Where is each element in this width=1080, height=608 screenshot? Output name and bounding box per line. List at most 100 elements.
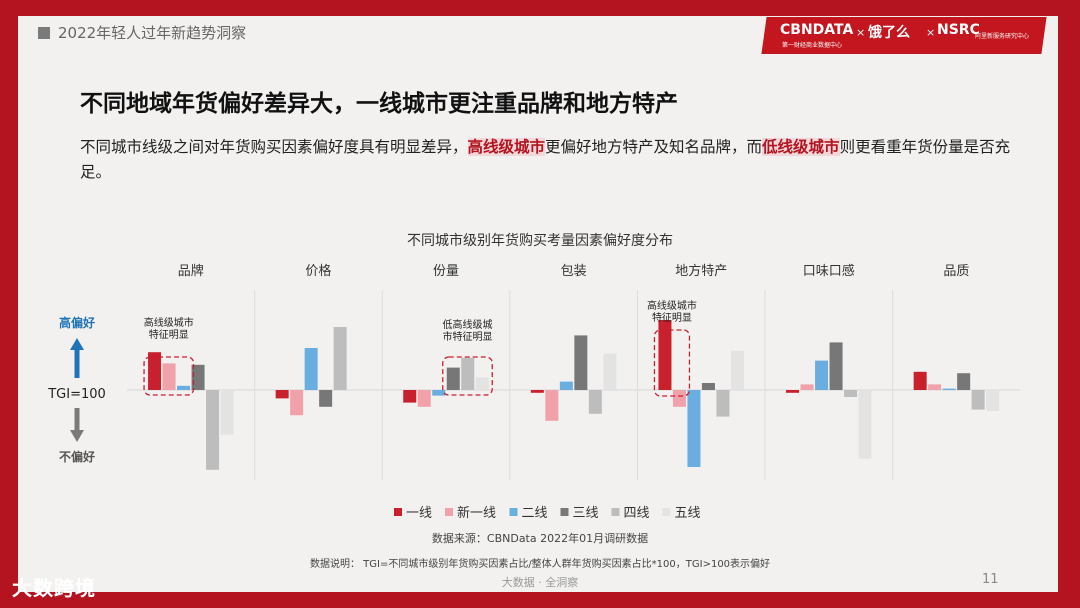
bar-新一线 — [290, 390, 304, 416]
legend-label: 一线 — [406, 506, 432, 521]
bar-新一线 — [672, 390, 686, 407]
bar-二线 — [432, 390, 446, 396]
bar-新一线 — [162, 363, 176, 390]
bar-三线 — [829, 342, 843, 390]
annotation-text: 特征明显 — [149, 329, 189, 341]
bar-一线 — [786, 390, 800, 393]
brand-separator-2: × — [926, 26, 936, 39]
bar-四线 — [206, 390, 220, 470]
bar-一线 — [403, 390, 417, 403]
bar-新一线 — [800, 384, 814, 390]
bar-一线 — [658, 320, 672, 390]
bar-四线 — [333, 327, 347, 390]
cbndata-logo: CBNDATA — [780, 22, 854, 38]
cbndata-logo-sub: 第一财经商业数据中心 — [782, 42, 843, 49]
bar-三线 — [319, 390, 333, 407]
bar-四线 — [844, 390, 858, 397]
bar-五线 — [858, 390, 872, 459]
nsrc-logo-sub: 阿里新服务研究中心 — [975, 33, 1030, 40]
page-title: 不同地域年货偏好差异大，一线城市更注重品牌和地方特产 — [80, 91, 678, 117]
bar-一线 — [148, 352, 162, 390]
up-arrow-shaft — [74, 350, 80, 378]
category-label: 地方特产 — [675, 263, 727, 279]
category-label: 份量 — [433, 264, 459, 279]
down-arrow-icon — [70, 430, 84, 442]
annotation-text: 特征明显 — [652, 312, 692, 324]
bar-五线 — [603, 353, 617, 390]
legend-swatch — [445, 508, 453, 516]
bar-一线 — [530, 390, 544, 393]
bar-五线 — [475, 377, 489, 390]
bar-三线 — [957, 373, 971, 390]
highlight-high-tier: 高线级城市 — [467, 138, 546, 156]
annotation-text: 高线级城市 — [144, 316, 194, 329]
lead-paragraph: 不同城市线级之间对年货购买因素偏好度具有明显差异，高线级城市更偏好地方特产及知名… — [80, 135, 1020, 185]
footer-tagline: 大数据 · 全洞察 — [501, 576, 579, 589]
bar-五线 — [348, 390, 362, 391]
chart-title: 不同城市级别年货购买考量因素偏好度分布 — [407, 233, 673, 249]
bar-二线 — [815, 360, 829, 390]
bar-二线 — [177, 385, 191, 390]
legend-swatch — [662, 508, 671, 516]
lead-text-2: 更偏好地方特产及知名品牌，而 — [545, 138, 763, 156]
bar-新一线 — [417, 390, 431, 407]
watermark: 大数跨境 — [12, 576, 96, 600]
page-number: 11 — [982, 572, 999, 587]
bar-三线 — [191, 364, 205, 390]
annotation-box — [653, 329, 691, 397]
bar-四线 — [461, 357, 475, 390]
up-arrow-icon — [70, 338, 84, 350]
bar-五线 — [986, 390, 1000, 411]
legend-label: 二线 — [522, 506, 548, 521]
data-explanation: 数据说明： TGI=不同城市级别年货购买因素占比/整体人群年货购买因素占比*10… — [309, 559, 771, 570]
bar-三线 — [446, 367, 460, 390]
annotation-box — [442, 356, 493, 396]
bar-二线 — [559, 381, 573, 390]
bar-四线 — [588, 390, 602, 414]
highlight-low-tier: 低线级城市 — [762, 138, 840, 156]
legend-swatch — [394, 508, 402, 516]
legend-label: 四线 — [624, 506, 650, 521]
down-arrow-shaft — [74, 408, 80, 430]
annotation-text: 高线级城市 — [647, 299, 697, 312]
bar-三线 — [574, 335, 588, 390]
legend-label: 新一线 — [457, 505, 496, 521]
data-source: 数据来源：CBNData 2022年01月调研数据 — [431, 532, 649, 545]
bar-四线 — [716, 390, 730, 417]
bar-二线 — [942, 388, 956, 390]
baseline-label: TGI=100 — [47, 387, 106, 402]
low-preference-label: 不偏好 — [59, 449, 95, 464]
eleme-logo: 饿了么 — [868, 25, 910, 41]
category-label: 价格 — [305, 263, 331, 279]
bar-一线 — [913, 371, 927, 390]
bar-四线 — [971, 390, 985, 410]
nsrc-logo: NSRC — [937, 22, 980, 38]
legend-label: 五线 — [675, 506, 701, 521]
category-label: 包装 — [561, 264, 587, 279]
slide — [18, 16, 1058, 592]
legend-swatch — [509, 508, 518, 516]
legend-swatch — [560, 508, 569, 516]
bar-二线 — [687, 390, 701, 467]
bar-新一线 — [928, 384, 942, 390]
annotation-box — [143, 356, 195, 396]
section-title: 2022年轻人过年新趋势洞察 — [58, 24, 247, 42]
bar-新一线 — [545, 390, 559, 421]
bar-二线 — [304, 348, 318, 390]
high-preference-label: 高偏好 — [59, 315, 95, 330]
lead-text-3: 则更看重年货份量是否充足。 — [80, 138, 1011, 181]
category-label: 品牌 — [178, 263, 204, 279]
bar-一线 — [275, 390, 289, 399]
legend-swatch — [611, 508, 620, 516]
section-marker — [38, 27, 50, 39]
annotation-text: 市特征明显 — [443, 330, 493, 343]
annotation-text: 低高线级城 — [443, 318, 493, 331]
bar-五线 — [220, 390, 234, 435]
bar-五线 — [730, 350, 744, 390]
category-label: 品质 — [943, 264, 969, 279]
brand-separator: × — [856, 26, 866, 39]
bar-三线 — [701, 383, 715, 390]
legend-label: 三线 — [573, 506, 599, 521]
lead-text-1: 不同城市线级之间对年货购买因素偏好度具有明显差异， — [80, 138, 468, 156]
